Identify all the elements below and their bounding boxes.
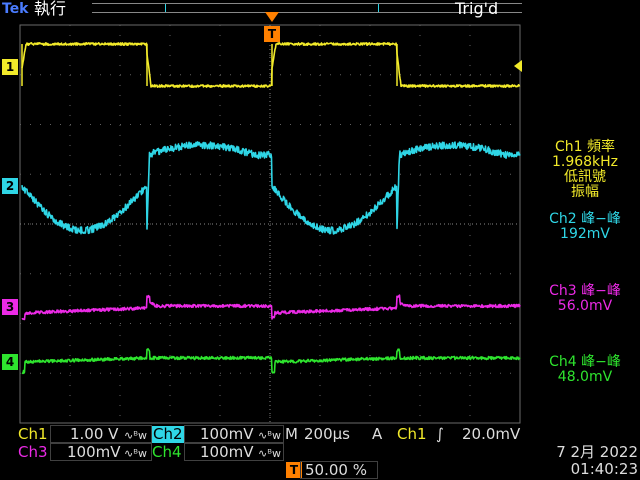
ch3-scale: 100mV: [67, 443, 121, 461]
grid-lines: [19, 24, 521, 424]
ch4-scale-box[interactable]: [184, 443, 284, 461]
measurement-ch1-frequency: Ch1 頻率 1.968kHz 低訊號 振幅: [530, 140, 640, 200]
ch4-marker[interactable]: 4: [2, 354, 18, 370]
acquisition-mode: A: [372, 425, 383, 443]
measurement-value: 1.968kHz: [551, 154, 619, 170]
trigger-source[interactable]: Ch1: [397, 425, 427, 443]
ch3-marker[interactable]: 3: [2, 299, 18, 315]
ch4-bw-icon: ∿ᴮw: [258, 447, 281, 460]
measurement-ch2-pk-pk: Ch2 峰−峰 192mV: [530, 212, 640, 242]
measurement-label: Ch1 頻率: [554, 139, 615, 155]
ch3-trace: [21, 294, 521, 321]
trigger-level-arrow[interactable]: [514, 60, 522, 72]
ch1-trace: [21, 42, 521, 88]
measurement-label: Ch2 峰−峰: [549, 211, 621, 227]
trigger-position-icon: T: [286, 462, 302, 478]
trigger-time-arrow: [265, 12, 279, 22]
measurement-value: 56.0mV: [557, 298, 613, 314]
measurement-ch3-pk-pk: Ch3 峰−峰 56.0mV: [530, 284, 640, 314]
waveform-traces: [21, 42, 521, 375]
ch3-label[interactable]: Ch3: [18, 443, 48, 461]
ch1-label[interactable]: Ch1: [18, 425, 48, 443]
run-state: 執行: [34, 0, 67, 18]
ch4-scale: 100mV: [200, 443, 254, 461]
timebase-value[interactable]: 200µs: [304, 425, 350, 443]
measurement-label: Ch4 峰−峰: [549, 354, 621, 370]
ch2-label[interactable]: Ch2: [152, 425, 184, 443]
ch2-bw-icon: ∿ᴮw: [258, 429, 281, 442]
ch3-scale-box[interactable]: [50, 443, 152, 461]
measurement-warning: 低訊號: [564, 169, 606, 185]
trigger-position-box[interactable]: [300, 461, 378, 479]
time-readout: 01:40:23: [570, 460, 638, 478]
measurement-value: 48.0mV: [557, 369, 613, 385]
ch1-bw-icon: ∿ᴮw: [124, 429, 147, 442]
ch4-label[interactable]: Ch4: [152, 443, 182, 461]
ch2-trace: [21, 141, 521, 235]
trigger-position: 50.00 %: [305, 461, 367, 479]
trigger-slope-icon: ∫: [436, 425, 444, 443]
measurement-warning: 振幅: [571, 184, 599, 200]
ch1-scale-box[interactable]: [50, 425, 152, 443]
measurement-label: Ch3 峰−峰: [549, 283, 621, 299]
trigger-status: Trig'd: [455, 0, 499, 18]
ch1-marker[interactable]: 1: [2, 59, 18, 75]
date-readout: 7 2月 2022: [556, 443, 638, 461]
ch1-scale: 1.00 V: [70, 425, 119, 443]
ch2-scale: 100mV: [200, 425, 254, 443]
ch2-marker[interactable]: 2: [2, 178, 18, 194]
brand-logo: Tek: [2, 1, 29, 17]
measurement-ch4-pk-pk: Ch4 峰−峰 48.0mV: [530, 355, 640, 385]
trigger-position-marker[interactable]: T: [264, 26, 280, 42]
record-view-window: [92, 3, 522, 13]
ch3-bw-icon: ∿ᴮw: [124, 447, 147, 460]
ch2-scale-box[interactable]: [184, 425, 284, 443]
trigger-level[interactable]: 20.0mV: [462, 425, 521, 443]
ch4-trace: [21, 348, 521, 375]
timebase-label: M: [285, 425, 298, 443]
measurement-value: 192mV: [560, 226, 610, 242]
